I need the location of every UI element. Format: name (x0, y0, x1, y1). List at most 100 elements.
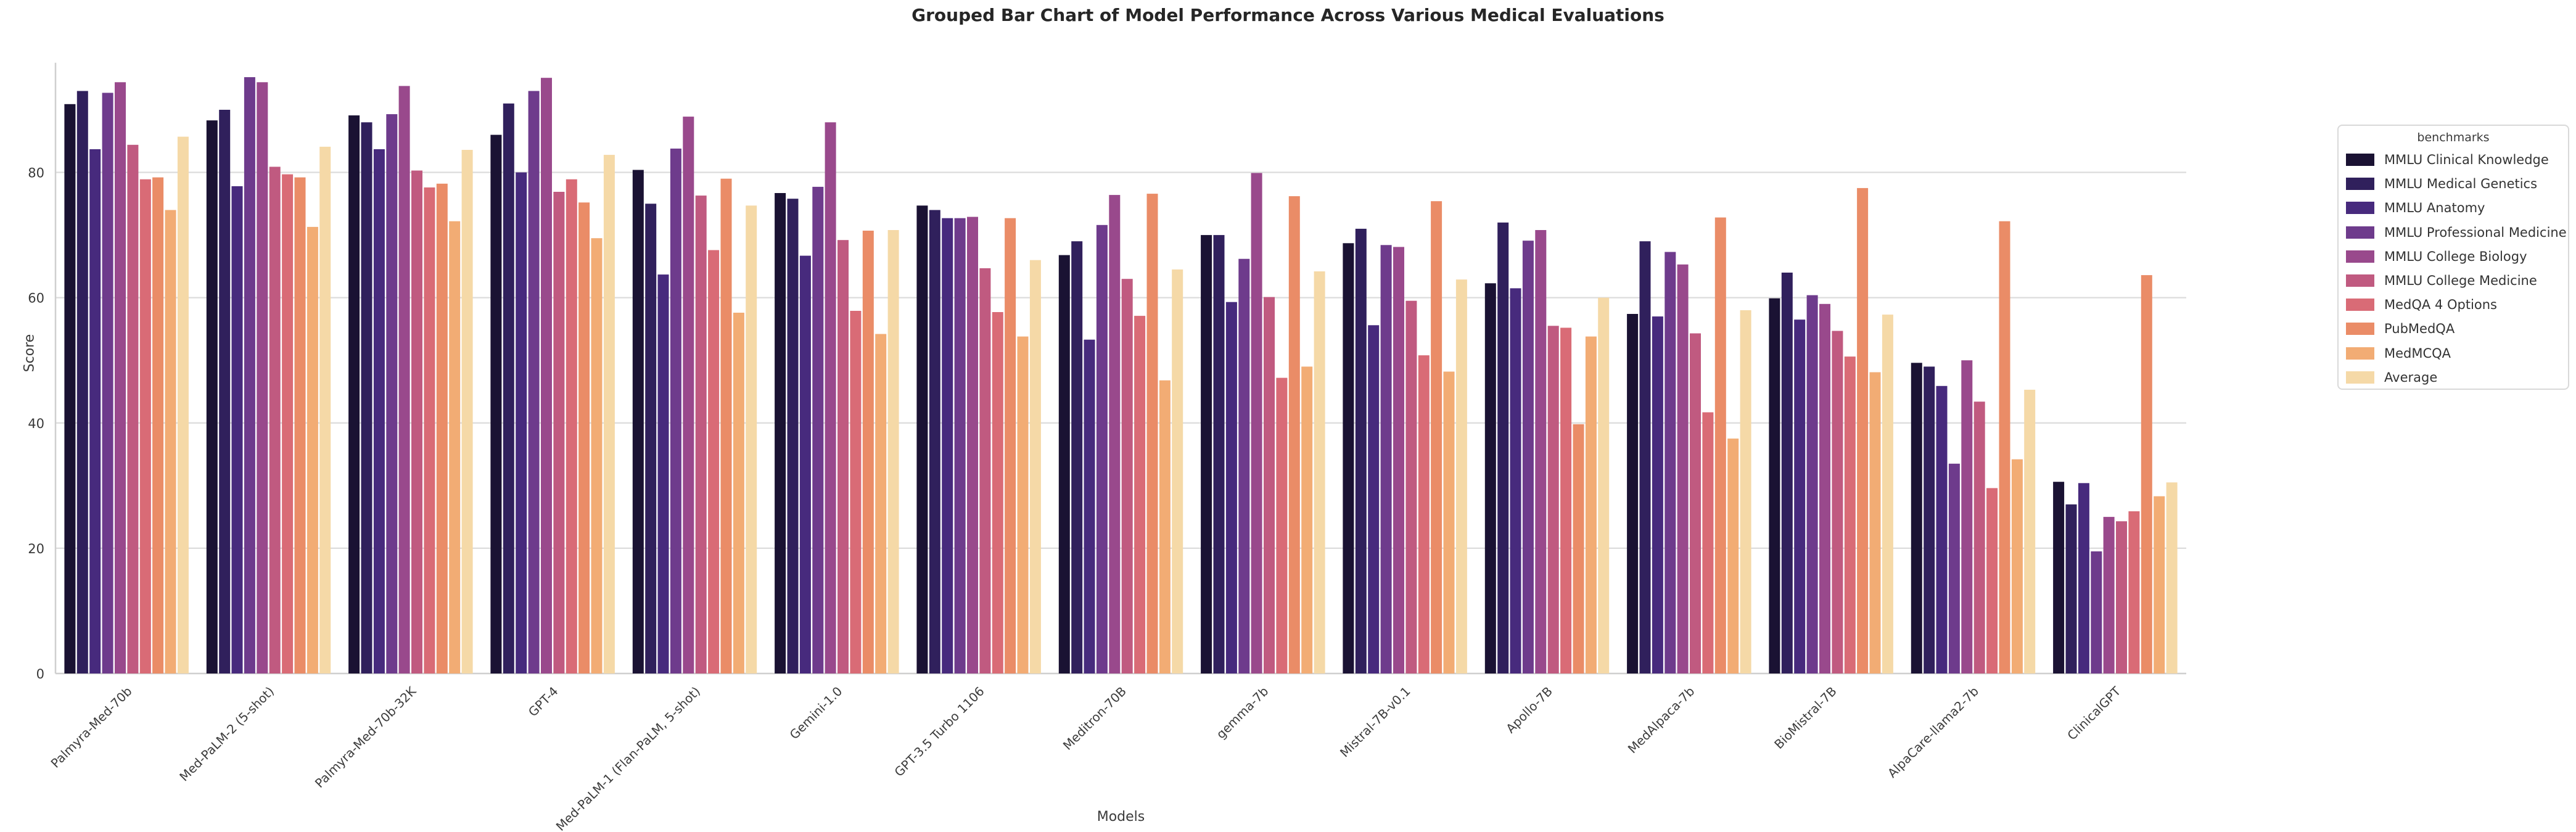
bar (1121, 279, 1133, 673)
bar (720, 178, 732, 673)
bar (503, 103, 514, 674)
bar (1702, 412, 1714, 673)
bar (929, 210, 940, 673)
x-tick-label: Med-PaLM-2 (5-shot) (176, 684, 277, 785)
bar (1547, 326, 1559, 673)
bar (1869, 372, 1881, 673)
bar (887, 230, 899, 673)
bar (2011, 459, 2023, 673)
bar (1844, 356, 1856, 673)
bar (1134, 316, 1146, 673)
legend-swatch (2346, 371, 2374, 384)
bar (1560, 327, 1572, 673)
bar (102, 93, 113, 673)
bar (553, 192, 565, 673)
bar (591, 238, 603, 673)
legend-swatch (2346, 226, 2374, 239)
x-tick-label: Gemini-1.0 (787, 684, 846, 743)
bar (1213, 235, 1225, 674)
bar (1714, 217, 1726, 674)
legend-label: Average (2384, 369, 2438, 385)
bar (2053, 482, 2065, 673)
bar (2065, 504, 2077, 673)
bar (516, 172, 527, 673)
legend-label: MMLU Clinical Knowledge (2384, 152, 2549, 167)
x-tick-label: Meditron-70B (1060, 684, 1129, 753)
x-axis-title: Models (1097, 809, 1145, 825)
bar (603, 155, 615, 674)
bar (424, 187, 435, 673)
bar (799, 255, 811, 674)
bar (1264, 297, 1275, 674)
bar (257, 82, 268, 674)
bar (269, 167, 281, 673)
bar (979, 268, 991, 673)
x-tick-label: GPT-4 (525, 684, 561, 720)
bar (1431, 201, 1442, 673)
bar (1084, 339, 1095, 673)
bar (1819, 303, 1830, 673)
legend-item: MMLU Medical Genetics (2346, 176, 2537, 192)
bar (1627, 314, 1639, 673)
bar (1510, 288, 1521, 673)
bar (967, 216, 978, 674)
legend-swatch (2346, 202, 2374, 215)
bar (1393, 247, 1404, 673)
x-tick-label: Apollo-7B (1503, 684, 1555, 736)
x-tick-label: GPT-3.5 Turbo 1106 (891, 684, 987, 780)
bar (398, 86, 410, 673)
x-tick-label: Mistral-7B-v0.1 (1337, 684, 1414, 760)
bar (244, 77, 255, 674)
bar (787, 199, 799, 673)
bar (2116, 521, 2127, 673)
y-tick-label: 0 (36, 667, 44, 682)
bar (1598, 297, 1610, 674)
bar (942, 218, 953, 673)
bar (1652, 316, 1663, 673)
bar (850, 311, 862, 673)
legend-swatch (2346, 299, 2374, 311)
bar (1936, 385, 1948, 673)
legend-item: Average (2346, 369, 2437, 385)
legend-item: PubMedQA (2346, 321, 2455, 337)
legend-label: MedQA 4 Options (2384, 297, 2498, 313)
y-tick-label: 60 (28, 291, 44, 306)
bar (1418, 355, 1430, 673)
bar (670, 148, 681, 673)
bar (632, 170, 644, 673)
legend-label: MMLU Anatomy (2384, 200, 2485, 216)
bar (1172, 269, 1183, 673)
bar (1368, 325, 1380, 673)
legend-title: benchmarks (2417, 131, 2490, 144)
bar (645, 204, 657, 673)
bar (1585, 336, 1597, 673)
bar (1832, 331, 1843, 673)
bar (1288, 196, 1300, 674)
bar (566, 179, 577, 673)
legend-label: MedMCQA (2384, 345, 2451, 361)
bar (1405, 300, 1417, 673)
x-tick-label: Palmyra-Med-70b-32K (312, 683, 419, 791)
bar (206, 120, 218, 673)
bar (1443, 371, 1455, 673)
bar (1301, 366, 1313, 673)
bar (1146, 194, 1158, 674)
bar (578, 202, 590, 673)
legend-swatch (2346, 250, 2374, 263)
bar (319, 146, 331, 673)
bar (461, 150, 473, 673)
bar (89, 149, 101, 673)
bar (1314, 271, 1325, 673)
legend-swatch (2346, 274, 2374, 287)
bar (812, 186, 824, 673)
bar (541, 78, 552, 673)
bar (1109, 195, 1121, 674)
bar (294, 177, 306, 674)
legend-label: MMLU Professional Medicine (2384, 224, 2567, 240)
bar (1225, 302, 1237, 673)
bar (1948, 463, 1960, 673)
bar (1911, 363, 1922, 673)
bar (1999, 221, 2010, 673)
x-tick-label: gemma-7b (1213, 684, 1271, 742)
bar (708, 250, 720, 673)
